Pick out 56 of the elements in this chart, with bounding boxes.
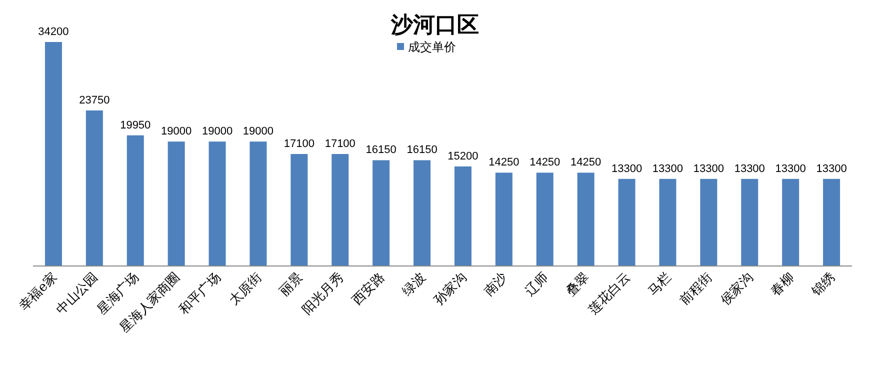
x-tick-label: 绿波 — [400, 270, 429, 300]
data-label: 19950 — [120, 119, 151, 132]
bar — [168, 142, 185, 266]
data-label: 19000 — [242, 126, 274, 138]
data-label: 19000 — [161, 126, 192, 138]
x-tick-label: 西安路 — [349, 270, 388, 308]
bar — [741, 178, 758, 266]
x-tick-label: 春柳 — [768, 270, 798, 300]
bar — [372, 160, 390, 266]
x-tick-label: 南沙 — [482, 270, 511, 300]
data-label: 13300 — [734, 162, 765, 175]
bar — [208, 142, 226, 266]
bar — [414, 160, 431, 266]
x-tick-label: 锦绣 — [808, 270, 838, 300]
x-tick-label: 辽师 — [522, 270, 552, 300]
data-label: 17100 — [284, 138, 314, 150]
data-label: 13300 — [775, 162, 806, 175]
bar — [577, 172, 594, 266]
data-label: 16150 — [406, 144, 438, 156]
data-label: 13300 — [611, 162, 642, 175]
bar — [126, 135, 144, 266]
data-label: 14250 — [488, 156, 520, 169]
data-label: 17100 — [324, 138, 356, 150]
x-tick-label: 丽景 — [277, 270, 306, 300]
data-label: 13300 — [652, 162, 684, 175]
data-label: 16150 — [366, 144, 396, 156]
data-label: 34200 — [38, 26, 69, 38]
bar — [86, 110, 103, 266]
bar — [782, 178, 800, 266]
data-label: 19000 — [202, 126, 233, 138]
bar — [659, 178, 676, 266]
bar — [536, 172, 554, 266]
bar — [618, 178, 636, 266]
x-tick-label: 马栏 — [646, 270, 675, 300]
x-tick-label: 叠翠 — [564, 270, 593, 300]
bar — [454, 166, 472, 266]
data-label: 23750 — [79, 94, 110, 106]
x-tick-label: 孙家沟 — [430, 270, 470, 308]
bar — [332, 154, 349, 266]
x-tick-label: 侯家沟 — [718, 270, 756, 308]
x-tick-label: 前程街 — [677, 270, 716, 308]
data-label: 14250 — [530, 156, 560, 169]
legend: 成交单价 — [397, 40, 456, 54]
data-label: 15200 — [448, 150, 478, 162]
bar — [495, 172, 512, 266]
bar — [250, 142, 267, 266]
bar — [290, 154, 308, 266]
data-label: 13300 — [816, 162, 847, 175]
data-label: 13300 — [693, 162, 724, 175]
data-label: 14250 — [570, 156, 602, 169]
legend-label: 成交单价 — [408, 40, 456, 54]
bar — [700, 178, 718, 266]
bar — [823, 178, 840, 266]
x-tick-label: 太原街 — [226, 270, 266, 308]
bar — [44, 42, 62, 266]
chart-title: 沙河口区 — [390, 12, 479, 38]
